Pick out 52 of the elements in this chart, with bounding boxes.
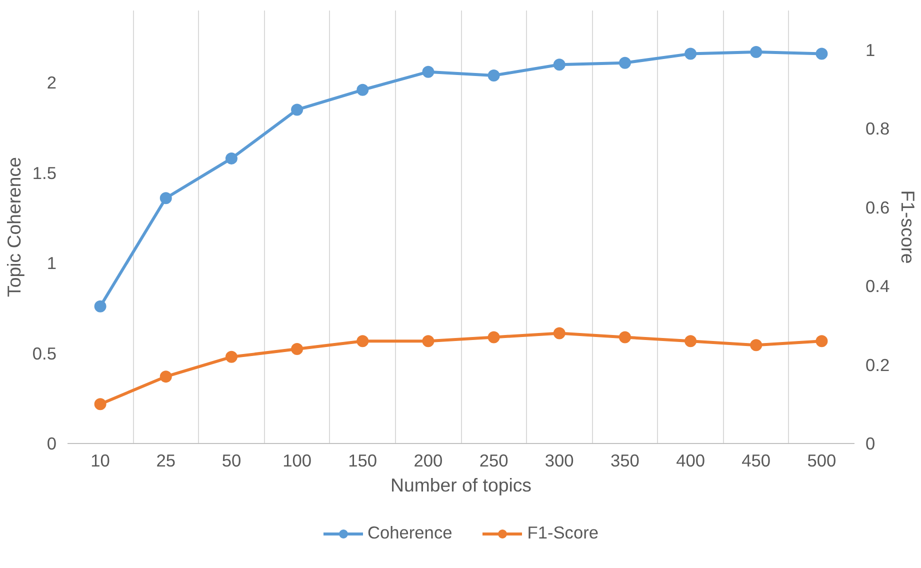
- point: [291, 104, 304, 116]
- point: [225, 152, 238, 164]
- y-axis-title: Topic Coherence: [3, 156, 24, 297]
- point: [488, 331, 500, 344]
- y2-axis-title: F1-score: [898, 190, 919, 264]
- point: [684, 48, 697, 60]
- y2-tick-label: 0.6: [866, 197, 890, 218]
- point: [750, 46, 762, 58]
- point: [356, 335, 369, 348]
- x-axis-title: Number of topics: [390, 474, 532, 496]
- y2-tick-label: 0: [866, 434, 876, 454]
- x-tick-label: 400: [676, 450, 706, 470]
- point: [750, 339, 762, 352]
- point: [618, 56, 631, 69]
- x-tick-label: 350: [610, 450, 640, 470]
- legend-label: Coherence: [367, 522, 452, 544]
- point: [160, 192, 172, 204]
- point: [356, 84, 369, 96]
- legend-label: F1-Score: [527, 522, 599, 544]
- point: [225, 350, 238, 363]
- point: [816, 335, 828, 348]
- y2-tick-label: 0.8: [866, 118, 890, 139]
- x-tick-label: 50: [222, 450, 242, 470]
- point: [94, 300, 106, 312]
- x-tick-label: 10: [90, 450, 110, 470]
- x-tick-label: 500: [807, 450, 836, 470]
- point: [422, 66, 434, 78]
- x-tick-label: 250: [479, 450, 508, 470]
- point: [422, 335, 434, 348]
- y2-tick-label: 1: [866, 40, 876, 60]
- x-tick-label: 150: [348, 450, 378, 470]
- point: [816, 48, 828, 60]
- y2-tick-label: 0.2: [866, 354, 890, 375]
- point: [553, 327, 566, 340]
- y-tick-label: 1.5: [32, 162, 57, 183]
- point: [291, 343, 304, 356]
- y-tick-label: 0.5: [32, 343, 57, 364]
- x-tick-label: 450: [742, 450, 771, 470]
- x-tick-label: 200: [414, 450, 443, 470]
- point: [94, 398, 106, 410]
- y-tick-label: 2: [46, 72, 57, 93]
- point: [160, 370, 172, 383]
- y2-tick-label: 0.4: [866, 276, 890, 296]
- x-tick-label: 100: [282, 450, 312, 470]
- y-tick-label: 0: [46, 434, 57, 454]
- point: [684, 335, 697, 348]
- x-tick-label: 300: [544, 450, 574, 470]
- point: [618, 331, 631, 344]
- x-tick-label: 25: [156, 450, 176, 470]
- y-tick-label: 1: [46, 253, 57, 274]
- point: [488, 69, 500, 82]
- point: [553, 58, 566, 71]
